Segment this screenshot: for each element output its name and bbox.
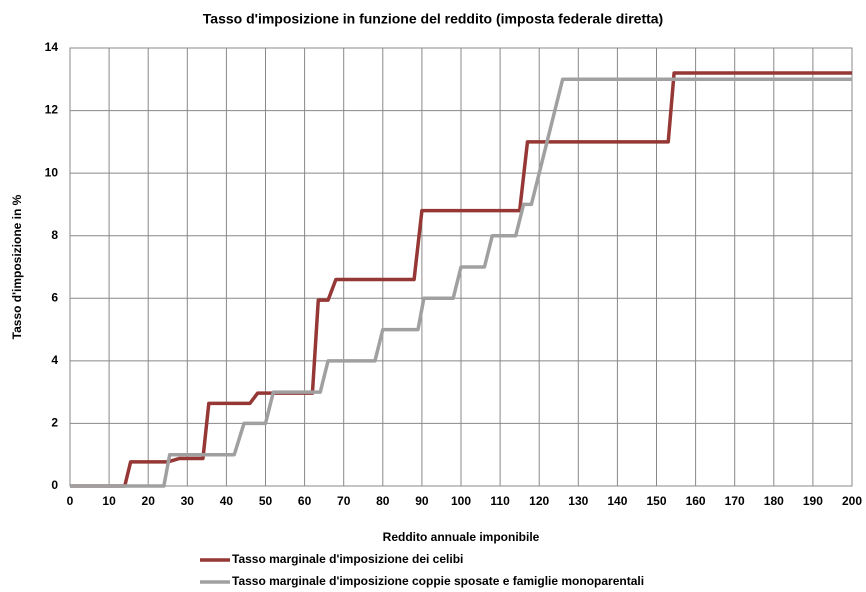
- legend-label: Tasso marginale d'imposizione dei celibi: [232, 552, 463, 566]
- x-tick-label: 190: [803, 494, 823, 508]
- chart-title: Tasso d'imposizione in funzione del redd…: [203, 11, 663, 27]
- y-tick-label: 8: [51, 228, 58, 242]
- x-tick-label: 50: [259, 494, 273, 508]
- x-tick-label: 30: [181, 494, 195, 508]
- x-tick-label: 130: [568, 494, 588, 508]
- x-tick-label: 80: [376, 494, 390, 508]
- x-tick-label: 140: [607, 494, 627, 508]
- legend-label: Tasso marginale d'imposizione coppie spo…: [232, 574, 644, 588]
- y-tick-label: 14: [45, 40, 59, 54]
- x-tick-label: 170: [725, 494, 745, 508]
- y-tick-label: 12: [45, 103, 59, 117]
- x-tick-label: 100: [451, 494, 471, 508]
- y-tick-label: 0: [51, 478, 58, 492]
- y-tick-label: 4: [51, 353, 58, 367]
- y-tick-label: 10: [45, 165, 59, 179]
- x-tick-label: 10: [102, 494, 116, 508]
- x-axis-label: Reddito annuale imponibile: [383, 530, 540, 544]
- x-tick-label: 180: [764, 494, 784, 508]
- x-tick-label: 150: [646, 494, 666, 508]
- x-tick-label: 200: [842, 494, 862, 508]
- x-tick-label: 0: [67, 494, 74, 508]
- x-tick-label: 70: [337, 494, 351, 508]
- x-tick-label: 60: [298, 494, 312, 508]
- x-tick-label: 40: [220, 494, 234, 508]
- plot-border: [69, 47, 853, 487]
- x-tick-label: 160: [686, 494, 706, 508]
- x-tick-label: 20: [142, 494, 156, 508]
- series-line: [70, 77, 852, 488]
- y-tick-label: 6: [51, 290, 58, 304]
- x-tick-label: 110: [490, 494, 510, 508]
- x-tick-label: 90: [415, 494, 429, 508]
- y-axis-label: Tasso d'imposizione in %: [10, 194, 24, 339]
- y-tick-label: 2: [51, 416, 58, 430]
- x-tick-label: 120: [529, 494, 549, 508]
